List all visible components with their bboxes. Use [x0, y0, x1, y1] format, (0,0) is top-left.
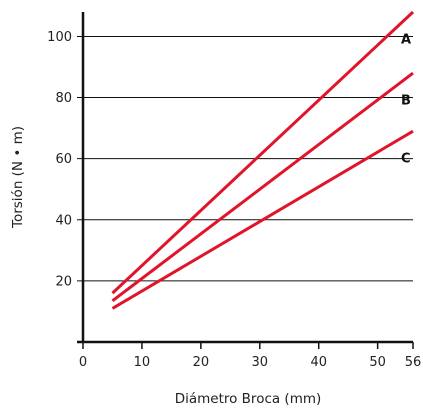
y-tick-label: 100	[47, 30, 72, 45]
series-label-A: A	[401, 33, 411, 48]
series-line-B	[111, 71, 414, 302]
series-lines	[111, 10, 415, 310]
x-tick-label: 50	[369, 355, 386, 370]
y-tick-label: 60	[55, 152, 72, 167]
x-tick-label: 56	[405, 355, 422, 370]
x-tick-label: 0	[79, 355, 87, 370]
x-axis-title: Diámetro Broca (mm)	[175, 391, 322, 407]
x-tick-label: 10	[134, 355, 151, 370]
gridlines	[77, 35, 413, 282]
series-line-A	[111, 10, 415, 295]
x-tick-label: 40	[310, 355, 327, 370]
x-tick-label: 20	[193, 355, 210, 370]
x-tick-label: 30	[252, 355, 269, 370]
y-axis-title: Torsión (N • m)	[10, 126, 26, 229]
y-tick-label: 80	[55, 91, 72, 106]
series-line-C	[111, 129, 414, 310]
y-tick-label: 40	[55, 213, 72, 228]
axes	[77, 12, 414, 349]
y-tick-label: 20	[55, 274, 72, 289]
tick-labels: 20 40 60 80 100 0 10 20 30 40 50 56 A B C	[47, 30, 421, 370]
series-label-B: B	[401, 94, 411, 109]
series-label-C: C	[401, 152, 411, 167]
